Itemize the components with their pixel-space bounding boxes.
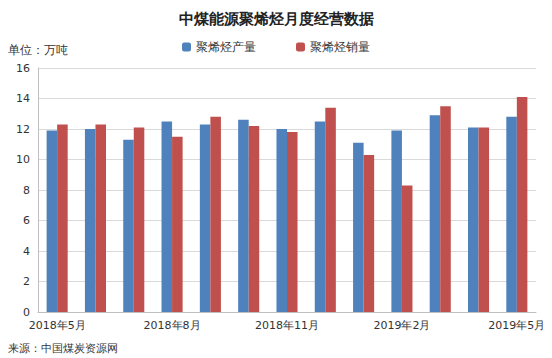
- svg-text:4: 4: [23, 245, 30, 258]
- svg-text:来源：中国煤炭资源网: 来源：中国煤炭资源网: [8, 342, 118, 355]
- svg-text:6: 6: [23, 214, 30, 227]
- svg-text:聚烯烃销量: 聚烯烃销量: [310, 40, 370, 54]
- svg-text:10: 10: [16, 153, 30, 166]
- svg-text:单位：万吨: 单位：万吨: [8, 43, 68, 57]
- svg-text:2018年8月: 2018年8月: [144, 319, 201, 332]
- svg-text:0: 0: [23, 306, 30, 319]
- svg-text:16: 16: [16, 62, 30, 75]
- svg-text:2018年11月: 2018年11月: [255, 319, 319, 332]
- svg-text:中煤能源聚烯烃月度经营数据: 中煤能源聚烯烃月度经营数据: [179, 10, 374, 28]
- svg-text:12: 12: [16, 123, 30, 136]
- svg-text:14: 14: [16, 92, 30, 105]
- svg-text:2018年5月: 2018年5月: [29, 319, 86, 332]
- svg-text:2019年5月: 2019年5月: [488, 319, 545, 332]
- svg-text:聚烯烃产量: 聚烯烃产量: [196, 40, 256, 54]
- svg-text:8: 8: [23, 184, 30, 197]
- svg-text:2019年2月: 2019年2月: [373, 319, 430, 332]
- svg-text:2: 2: [23, 275, 30, 288]
